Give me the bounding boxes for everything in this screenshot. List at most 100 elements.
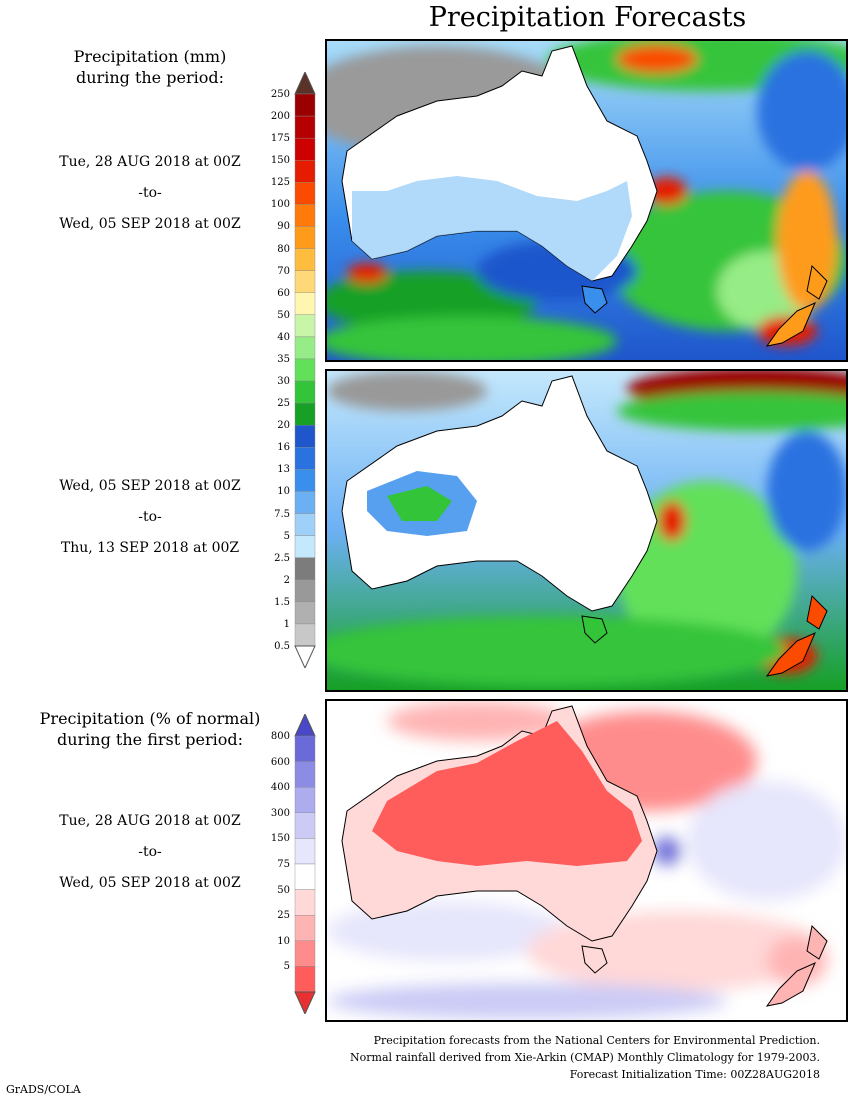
percent-normal-heading: Precipitation (% of normal) during the f… bbox=[35, 708, 265, 750]
percent-normal-heading-line1: Precipitation (% of normal) bbox=[39, 709, 261, 728]
precip-colorbar-swatch bbox=[294, 402, 316, 426]
anomaly-colorbar-bottom-arrow bbox=[294, 991, 316, 1014]
page-title: Precipitation Forecasts bbox=[428, 2, 747, 33]
anomaly-colorbar-label: 75 bbox=[277, 859, 290, 870]
precip-colorbar-label: 7.5 bbox=[274, 508, 290, 520]
period-1-to: -to- bbox=[138, 185, 162, 201]
southern-australia-rain bbox=[352, 176, 632, 281]
precip-colorbar-label: 2.5 bbox=[274, 552, 290, 564]
precip-colorbar-swatch bbox=[294, 204, 316, 227]
australia-dry-anomaly bbox=[372, 721, 642, 866]
footer-line-1: Precipitation forecasts from the Nationa… bbox=[373, 1034, 820, 1047]
precip-colorbar-swatch bbox=[294, 623, 316, 647]
anomaly-colorbar-swatch bbox=[294, 966, 316, 993]
footer: Precipitation forecasts from the Nationa… bbox=[350, 1034, 820, 1082]
precip-colorbar-label: 1.5 bbox=[274, 596, 290, 608]
anomaly-colorbar-label: 50 bbox=[277, 884, 290, 896]
precip-colorbar-swatch bbox=[294, 535, 316, 558]
precip-colorbar-label: 13 bbox=[277, 464, 290, 476]
precip-colorbar-label: 25 bbox=[277, 398, 290, 410]
precip-colorbar-swatch bbox=[294, 557, 316, 580]
precip-colorbar-swatch bbox=[294, 579, 316, 603]
anomaly-colorbar-label: 300 bbox=[270, 807, 290, 819]
anomaly-colorbar-swatch bbox=[294, 735, 316, 762]
precip-colorbar-label: 200 bbox=[270, 111, 290, 123]
precip-colorbar-swatch bbox=[294, 358, 316, 382]
anomaly-colorbar: 800 600 400 300 150 75 50 25 10 5 bbox=[250, 714, 320, 1014]
precip-colorbar-label: 70 bbox=[277, 265, 290, 277]
anomaly-colorbar-label: 150 bbox=[270, 833, 290, 845]
anomaly-colorbar-swatch bbox=[294, 812, 316, 839]
anomaly-colorbar-swatch bbox=[294, 838, 316, 865]
new-zealand bbox=[765, 924, 828, 1007]
footer-line-2: Normal rainfall derived from Xie-Arkin (… bbox=[350, 1051, 820, 1064]
precip-colorbar-swatch bbox=[294, 137, 316, 161]
precip-colorbar-label: 250 bbox=[270, 89, 290, 100]
precip-colorbar-label: 40 bbox=[277, 331, 290, 343]
precip-colorbar-swatch bbox=[294, 226, 316, 249]
anomaly-colorbar-label: 600 bbox=[270, 756, 290, 768]
precip-colorbar-label: 60 bbox=[277, 287, 290, 299]
anomaly-colorbar-svg bbox=[294, 714, 316, 1014]
precip-colorbar-swatch bbox=[294, 380, 316, 404]
precip-map-1-svg bbox=[327, 41, 846, 360]
precip-colorbar-swatch bbox=[294, 93, 316, 117]
precip-colorbar-swatch bbox=[294, 513, 316, 536]
precip-map-period-2 bbox=[325, 369, 848, 692]
precip-colorbar-label: 80 bbox=[277, 243, 290, 255]
precip-colorbar-bottom-arrow bbox=[294, 645, 316, 668]
period-2-label: Wed, 05 SEP 2018 at 00Z -to- Thu, 13 SEP… bbox=[35, 478, 265, 556]
precip-colorbar-label: 35 bbox=[277, 353, 290, 365]
anomaly-colorbar-swatch bbox=[294, 914, 316, 941]
period-3-start: Tue, 28 AUG 2018 at 00Z bbox=[59, 813, 241, 829]
australia-landmass bbox=[341, 375, 658, 612]
period-3-to: -to- bbox=[138, 844, 162, 860]
anomaly-colorbar-swatch bbox=[294, 889, 316, 916]
precip-colorbar-label: 0.5 bbox=[274, 641, 290, 652]
precip-colorbar-swatch bbox=[294, 447, 316, 470]
precip-colorbar-swatch bbox=[294, 292, 316, 316]
anomaly-colorbar-swatch bbox=[294, 940, 316, 967]
anomaly-colorbar-top-arrow bbox=[294, 714, 316, 737]
period-1-label: Tue, 28 AUG 2018 at 00Z -to- Wed, 05 SEP… bbox=[35, 154, 265, 232]
period-1-start: Tue, 28 AUG 2018 at 00Z bbox=[59, 154, 241, 170]
precip-colorbar-label: 175 bbox=[270, 133, 290, 145]
period-1-end: Wed, 05 SEP 2018 at 00Z bbox=[59, 216, 241, 232]
period-3-label: Tue, 28 AUG 2018 at 00Z -to- Wed, 05 SEP… bbox=[35, 813, 265, 891]
percent-normal-map bbox=[325, 699, 848, 1022]
anomaly-colorbar-swatch bbox=[294, 761, 316, 788]
precip-colorbar-svg bbox=[294, 72, 316, 668]
precip-colorbar-swatch bbox=[294, 248, 316, 271]
new-zealand bbox=[765, 264, 828, 347]
period-2-end: Thu, 13 SEP 2018 at 00Z bbox=[60, 540, 240, 556]
precip-colorbar-swatch bbox=[294, 160, 316, 183]
tasmania bbox=[581, 615, 608, 644]
period-3-end: Wed, 05 SEP 2018 at 00Z bbox=[59, 875, 241, 891]
tasmania bbox=[581, 945, 608, 974]
credit: GrADS/COLA bbox=[6, 1083, 81, 1096]
precip-colorbar-label: 20 bbox=[277, 420, 290, 432]
precip-colorbar-swatch bbox=[294, 601, 316, 625]
precip-colorbar-swatch bbox=[294, 425, 316, 448]
precip-map-period-1 bbox=[325, 39, 848, 362]
precip-colorbar-label: 2 bbox=[283, 574, 290, 586]
anomaly-colorbar-swatch bbox=[294, 863, 316, 890]
precip-colorbar-label: 10 bbox=[277, 486, 290, 498]
new-zealand bbox=[765, 594, 828, 677]
precip-colorbar-label: 5 bbox=[283, 530, 290, 542]
precip-colorbar-label: 100 bbox=[270, 199, 290, 211]
western-australia-heavy-rain bbox=[387, 486, 452, 521]
precip-colorbar-swatch bbox=[294, 115, 316, 139]
precip-colorbar-label: 150 bbox=[270, 155, 290, 167]
anomaly-colorbar-label: 400 bbox=[270, 782, 290, 794]
period-2-to: -to- bbox=[138, 509, 162, 525]
precip-colorbar-label: 16 bbox=[277, 442, 290, 454]
percent-normal-heading-line2: during the first period: bbox=[56, 730, 244, 749]
precip-map-2-svg bbox=[327, 371, 846, 690]
precip-colorbar-swatch bbox=[294, 270, 316, 293]
precip-colorbar-swatch bbox=[294, 182, 316, 205]
precip-mm-heading-line1: Precipitation (mm) bbox=[73, 47, 227, 66]
anomaly-colorbar-label: 5 bbox=[283, 961, 290, 973]
precip-colorbar-label: 50 bbox=[277, 309, 290, 321]
precip-mm-heading: Precipitation (mm) during the period: bbox=[35, 46, 265, 88]
